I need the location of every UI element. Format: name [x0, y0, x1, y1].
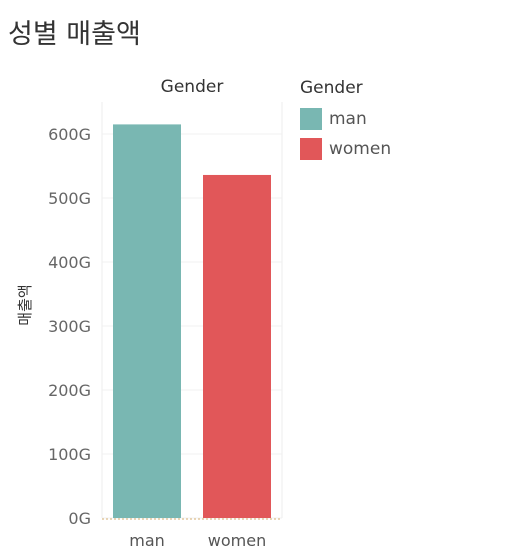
x-tick-label-man: man	[129, 531, 165, 550]
y-tick-label: 400G	[48, 253, 91, 272]
bar-women[interactable]	[203, 174, 271, 518]
legend-item-man[interactable]: man	[300, 104, 391, 134]
bar-man[interactable]	[113, 124, 181, 519]
legend: Gender man women	[300, 78, 391, 164]
y-tick-label: 0G	[68, 509, 91, 528]
y-tick-label: 300G	[48, 317, 91, 336]
y-tick-label: 500G	[48, 189, 91, 208]
legend-label-man: man	[329, 109, 367, 129]
legend-item-women[interactable]: women	[300, 134, 391, 164]
y-tick-labels: 0G 100G 200G 300G 400G 500G 600G	[48, 125, 91, 528]
x-tick-labels: man women	[129, 531, 266, 550]
bars	[113, 124, 271, 519]
y-tick-label: 100G	[48, 445, 91, 464]
legend-label-women: women	[329, 139, 392, 159]
y-tick-label: 200G	[48, 381, 91, 400]
column-header: Gender	[161, 77, 224, 97]
legend-swatch-man	[300, 108, 322, 130]
y-axis-label: 매출액	[16, 284, 34, 325]
x-tick-label-women: women	[208, 531, 266, 550]
legend-title: Gender	[300, 78, 363, 98]
page-title: 성별 매출액	[8, 19, 141, 50]
legend-swatch-women	[300, 138, 322, 160]
y-tick-label: 600G	[48, 125, 91, 144]
